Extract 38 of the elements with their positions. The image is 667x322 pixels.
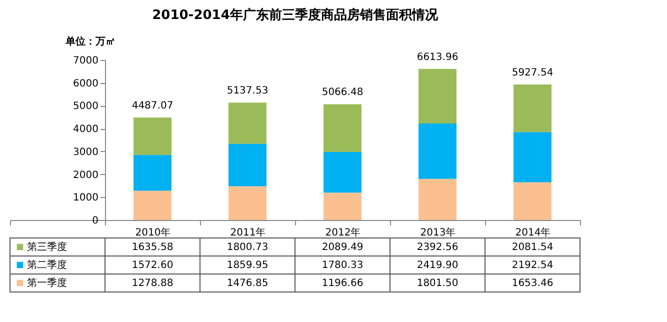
- y-tick-label: 4000: [73, 124, 98, 136]
- data-label: 1572.60: [132, 260, 174, 271]
- data-label: 1196.66: [322, 278, 364, 289]
- data-label: 1800.73: [226, 242, 268, 253]
- data-label: 2192.54: [512, 260, 554, 271]
- y-tick-label: 3000: [73, 146, 98, 158]
- data-label: 1635.58: [132, 242, 174, 253]
- data-label: 1653.46: [512, 278, 554, 289]
- y-tick-label: 6000: [73, 78, 98, 90]
- data-label: 1780.33: [322, 260, 364, 271]
- y-tick-label: 1000: [73, 192, 98, 204]
- total-label: 5066.48: [322, 87, 364, 98]
- y-axis-title: 单位：万㎡: [64, 36, 116, 48]
- y-tick-label: 2000: [73, 170, 98, 181]
- x-tick-label: 2014年: [515, 226, 551, 238]
- data-label: 2419.90: [416, 260, 458, 271]
- chart-title: 2010-2014年广东前三季度商品房销售面积情况: [152, 7, 439, 23]
- y-tick-label: 5000: [73, 101, 98, 112]
- total-label: 6613.96: [416, 52, 458, 63]
- legend-label: 第三季度: [27, 241, 67, 253]
- data-label: 2081.54: [512, 242, 554, 253]
- y-tick-label: 0: [92, 216, 98, 226]
- x-tick-label: 2013年: [420, 226, 456, 238]
- legend-label: 第二季度: [27, 259, 67, 271]
- data-label: 2089.49: [322, 242, 364, 253]
- y-tick-label: 7000: [73, 56, 98, 66]
- x-tick-label: 2010年: [135, 226, 171, 238]
- legend-label: 第一季度: [27, 277, 67, 289]
- data-label: 1801.50: [416, 278, 458, 289]
- data-label: 1859.95: [226, 260, 268, 271]
- total-label: 5137.53: [226, 86, 268, 97]
- data-label: 1278.88: [132, 278, 174, 289]
- data-label: 2392.56: [416, 242, 458, 253]
- x-tick-label: 2011年: [230, 226, 266, 238]
- total-label: 4487.07: [132, 100, 174, 112]
- x-tick-label: 2012年: [325, 226, 361, 238]
- data-label: 1476.85: [226, 278, 268, 289]
- total-label: 5927.54: [512, 68, 554, 79]
